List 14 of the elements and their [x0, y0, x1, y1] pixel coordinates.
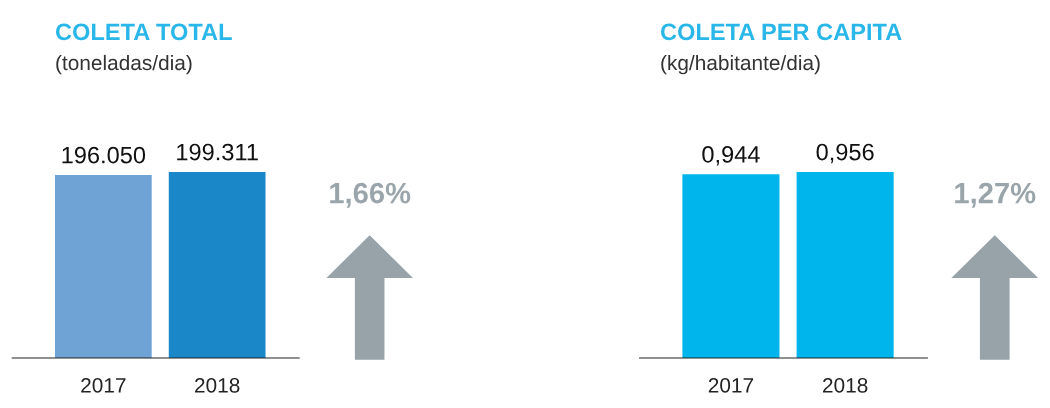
chart-title: COLETA TOTAL — [55, 23, 232, 41]
x-tick-label: 2018 — [195, 377, 240, 393]
text: 1,66% — [330, 182, 411, 208]
data-label: 196.050 — [62, 146, 146, 164]
chart-subtitle: (toneladas/dia) — [56, 54, 192, 75]
data-label: 0,944 — [702, 146, 760, 166]
x-tick-label: 2018 — [823, 377, 868, 393]
chart-title: COLETA PER CAPITA — [660, 23, 902, 41]
x-tick-label: 2017 — [81, 377, 126, 393]
data-label: 0,956 — [816, 143, 874, 164]
data-label: 199.311 — [177, 143, 258, 161]
x-tick-label: 2017 — [708, 377, 754, 393]
chart-subtitle: (kg/habitante/dia) — [661, 54, 820, 75]
text: 1,27% — [955, 182, 1036, 208]
